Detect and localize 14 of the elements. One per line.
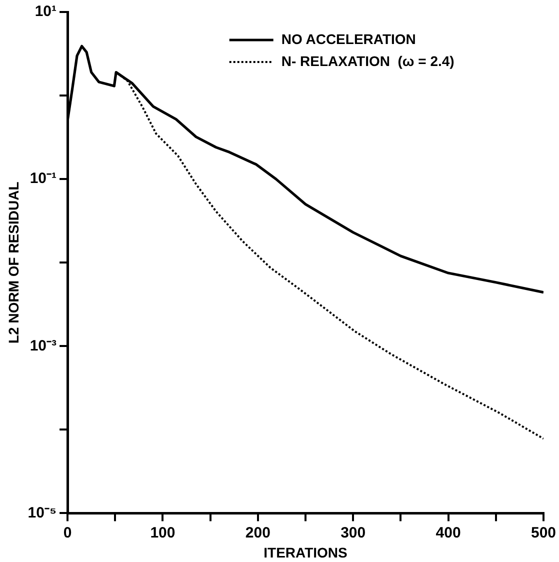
y-axis-title: L2 NORM OF RESIDUAL [5, 181, 22, 344]
x-tick-label: 200 [245, 524, 270, 542]
x-tick-label: 100 [150, 524, 176, 542]
y-tick-label: 10⁻³ [30, 337, 57, 354]
legend-label: NO ACCELERATION [281, 30, 416, 47]
x-axis-title: ITERATIONS [264, 544, 348, 560]
x-tick-label: 400 [436, 524, 461, 542]
y-tick-label: 10⁻¹ [30, 170, 57, 188]
x-tick-label: 500 [530, 524, 556, 542]
x-tick-label: 0 [63, 524, 72, 542]
x-tick-label: 300 [340, 524, 366, 542]
y-tick-label: 10¹ [34, 3, 57, 20]
y-tick-label: 10⁻⁵ [28, 504, 57, 522]
legend-label: N- RELAXATION (ω = 2.4) [281, 52, 454, 69]
